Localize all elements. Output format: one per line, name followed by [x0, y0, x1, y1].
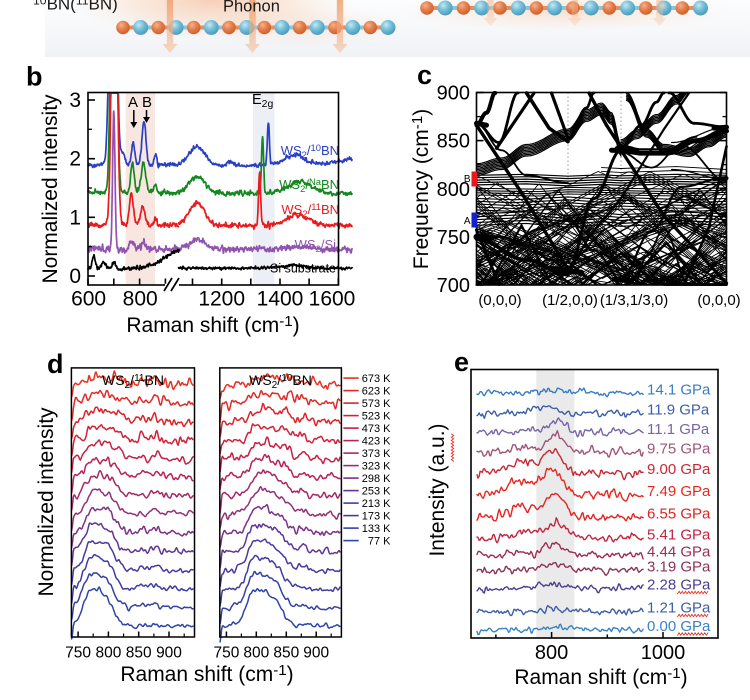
svg-text:WS2/11BN: WS2/11BN — [281, 201, 339, 219]
svg-text:Raman shift (cm-1): Raman shift (cm-1) — [120, 662, 293, 686]
svg-text:7.49 GPa: 7.49 GPa — [647, 483, 711, 500]
svg-text:423 K: 423 K — [362, 436, 391, 448]
svg-text:4.44 GPa: 4.44 GPa — [647, 544, 711, 561]
svg-text:3.19 GPa: 3.19 GPa — [647, 559, 711, 576]
svg-text:1600: 1600 — [309, 288, 356, 311]
svg-text:WS2/Si: WS2/Si — [295, 237, 336, 254]
svg-text:Phonon: Phonon — [223, 0, 280, 16]
svg-text:Raman shift (cm-1): Raman shift (cm-1) — [514, 665, 687, 689]
svg-text:Normalized intensity: Normalized intensity — [35, 407, 58, 597]
svg-text:e: e — [454, 347, 469, 377]
svg-text:(0,0,0): (0,0,0) — [697, 292, 740, 309]
svg-text:11.9 GPa: 11.9 GPa — [647, 402, 710, 419]
svg-text:800: 800 — [123, 288, 158, 311]
svg-text:10BN(11BN): 10BN(11BN) — [33, 0, 118, 14]
svg-text:WS2/NaBN: WS2/NaBN — [279, 176, 339, 194]
svg-text:(1/3,1/3,0): (1/3,1/3,0) — [600, 292, 668, 309]
svg-text:850: 850 — [273, 645, 299, 662]
svg-text:800: 800 — [535, 642, 568, 664]
svg-text:WS2/11BN: WS2/11BN — [102, 372, 164, 391]
svg-text:0: 0 — [69, 265, 81, 288]
svg-text:373 K: 373 K — [362, 448, 391, 460]
svg-text:1400: 1400 — [257, 288, 304, 311]
svg-text:2: 2 — [69, 148, 81, 171]
svg-text:323 K: 323 K — [362, 461, 391, 473]
svg-text:(0,0,0): (0,0,0) — [478, 292, 521, 309]
svg-text:133 K: 133 K — [362, 523, 391, 535]
svg-text:Frequency (cm-1): Frequency (cm-1) — [409, 109, 433, 269]
svg-text:E2g: E2g — [252, 92, 273, 110]
svg-text:253 K: 253 K — [362, 486, 391, 498]
svg-text:B: B — [142, 94, 152, 111]
svg-text:800: 800 — [95, 645, 121, 662]
svg-text:900: 900 — [156, 645, 182, 662]
svg-text:600: 600 — [71, 288, 106, 311]
svg-text:1000: 1000 — [641, 642, 686, 664]
svg-text:Intensity (a.u.): Intensity (a.u.) — [426, 423, 449, 556]
svg-text:800: 800 — [243, 645, 269, 662]
svg-text:Si substrate: Si substrate — [270, 262, 336, 276]
svg-text:850: 850 — [437, 131, 470, 153]
svg-text:750: 750 — [65, 645, 91, 662]
svg-text:700: 700 — [437, 275, 470, 297]
svg-text:c: c — [417, 60, 432, 90]
svg-text:1.21 GPa: 1.21 GPa — [647, 600, 711, 617]
svg-text:A: A — [464, 216, 471, 227]
svg-text:1: 1 — [69, 206, 81, 229]
svg-text:473 K: 473 K — [362, 423, 391, 435]
svg-text:673 K: 673 K — [362, 373, 391, 385]
svg-text:1200: 1200 — [198, 288, 245, 311]
svg-text:573 K: 573 K — [362, 398, 391, 410]
svg-text:77 K: 77 K — [368, 536, 391, 548]
svg-text:B: B — [464, 174, 471, 185]
svg-text:750: 750 — [213, 645, 239, 662]
svg-text:9.00 GPa: 9.00 GPa — [647, 461, 711, 478]
svg-text:850: 850 — [126, 645, 152, 662]
svg-text:800: 800 — [437, 179, 470, 201]
svg-text:d: d — [47, 349, 64, 379]
svg-text:523 K: 523 K — [362, 411, 391, 423]
svg-text:900: 900 — [303, 645, 329, 662]
svg-text:750: 750 — [437, 227, 470, 249]
svg-text:5.41 GPa: 5.41 GPa — [647, 527, 711, 544]
svg-text:9.75 GPa: 9.75 GPa — [647, 441, 711, 458]
svg-text:WS2/10BN: WS2/10BN — [281, 142, 339, 160]
svg-text:(1/2,0,0): (1/2,0,0) — [542, 292, 598, 309]
svg-text:173 K: 173 K — [362, 511, 391, 523]
svg-text:298 K: 298 K — [362, 473, 391, 485]
svg-text:b: b — [26, 62, 43, 92]
svg-text:0.00 GPa: 0.00 GPa — [647, 618, 711, 635]
svg-text:11.1 GPa: 11.1 GPa — [647, 421, 710, 438]
svg-text:6.55 GPa: 6.55 GPa — [647, 506, 711, 523]
svg-text:Normalized intensity: Normalized intensity — [39, 94, 62, 284]
svg-text:2.28 GPa: 2.28 GPa — [647, 577, 711, 594]
svg-text:Raman shift (cm-1): Raman shift (cm-1) — [126, 313, 299, 337]
svg-text:14.1 GPa: 14.1 GPa — [647, 382, 711, 399]
svg-text:A: A — [128, 94, 138, 111]
svg-text:WS2/10BN: WS2/10BN — [249, 372, 312, 391]
svg-text:623 K: 623 K — [362, 386, 391, 398]
svg-text:213 K: 213 K — [362, 498, 391, 510]
svg-text:900: 900 — [437, 83, 470, 105]
svg-text:3: 3 — [69, 89, 81, 112]
